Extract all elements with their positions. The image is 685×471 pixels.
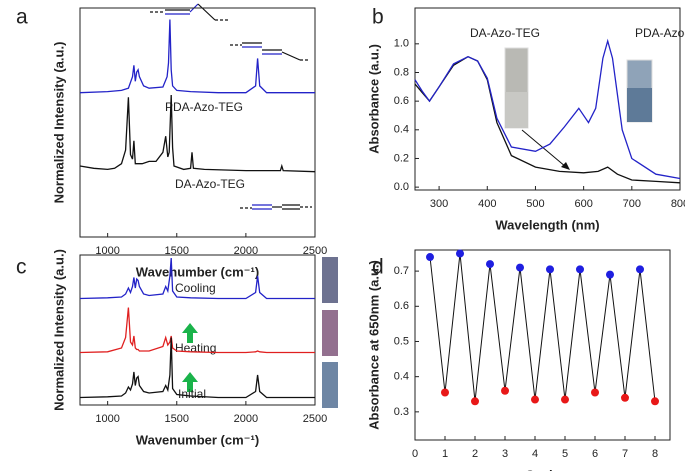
spectrum-line xyxy=(79,257,315,300)
plot-frame xyxy=(79,7,316,238)
spectrum-line xyxy=(79,19,315,94)
x-axis-label: Wavelength (nm) xyxy=(495,217,599,232)
plot-frame xyxy=(414,7,681,191)
decorations xyxy=(150,3,653,408)
x-tick-label: 2500 xyxy=(303,245,327,257)
x-tick-label: 5 xyxy=(562,448,568,460)
x-tick-label: 2000 xyxy=(234,245,258,257)
x-tick-label: 300 xyxy=(430,198,448,210)
data-point xyxy=(441,388,449,397)
data-point xyxy=(606,270,614,279)
annotation: Cooling xyxy=(175,281,216,295)
data-point xyxy=(501,386,509,395)
y-tick-label: 0.6 xyxy=(394,95,409,107)
x-tick-label: 6 xyxy=(592,448,598,460)
arrow xyxy=(521,129,567,168)
green-arrow xyxy=(182,372,198,392)
x-tick-label: 0 xyxy=(412,448,418,460)
x-axis-label: Wavenumber (cm⁻¹) xyxy=(136,432,259,447)
green-arrow xyxy=(182,323,198,343)
x-tick-label: 2500 xyxy=(303,413,327,425)
x-tick-label: 1500 xyxy=(165,413,189,425)
x-tick-label: 1000 xyxy=(95,245,119,257)
y-tick-label: 0.4 xyxy=(394,371,409,383)
annotation: PDA-Azo-TEG xyxy=(635,26,685,40)
x-axis-label: Cycle xyxy=(525,467,560,471)
data-point xyxy=(531,395,539,404)
data-point xyxy=(621,393,629,402)
plot-frame xyxy=(79,254,316,406)
panel-letter: a xyxy=(16,6,28,29)
y-axis-label: Normalized Intensity (a.u.) xyxy=(51,249,66,411)
x-tick-label: 800 xyxy=(671,198,685,210)
annotation: DA-Azo-TEG xyxy=(470,26,540,40)
cuvette-image xyxy=(505,92,528,128)
x-tick-label: 7 xyxy=(622,448,628,460)
connecting-line xyxy=(429,253,656,402)
spectrum-line xyxy=(79,307,315,354)
x-tick-label: 600 xyxy=(574,198,592,210)
panel-letter: d xyxy=(372,256,384,279)
data-point xyxy=(456,249,464,258)
x-tick-label: 1500 xyxy=(165,245,189,257)
y-tick-label: 0.6 xyxy=(394,300,409,312)
data-point xyxy=(471,397,479,406)
molecule-sketch xyxy=(150,3,312,210)
x-tick-label: 3 xyxy=(502,448,508,460)
cuvette-image xyxy=(322,257,338,303)
y-tick-label: 0.8 xyxy=(394,66,409,78)
y-axis-label: Absorbance (a.u.) xyxy=(366,44,381,154)
data-point xyxy=(576,265,584,274)
y-tick-label: 0.3 xyxy=(394,406,409,418)
data-point xyxy=(546,265,554,274)
spectrum-line xyxy=(414,38,681,180)
data-point xyxy=(651,397,659,406)
annotation: PDA-Azo-TEG xyxy=(165,100,243,114)
cuvette-image xyxy=(627,88,652,122)
y-tick-label: 0.7 xyxy=(394,265,409,277)
spectrum-line xyxy=(79,337,315,399)
x-tick-label: 500 xyxy=(526,198,544,210)
data-point xyxy=(516,263,524,272)
annotation: Heating xyxy=(175,341,216,355)
cuvette-image xyxy=(322,310,338,356)
y-tick-label: 1.0 xyxy=(394,38,409,50)
x-tick-label: 2000 xyxy=(234,413,258,425)
y-axis-label: Normalized Intensity (a.u.) xyxy=(51,42,66,204)
cuvette-image xyxy=(322,362,338,408)
data-point xyxy=(636,265,644,274)
y-tick-label: 0.4 xyxy=(394,124,409,136)
x-tick-label: 700 xyxy=(623,198,641,210)
data-point xyxy=(561,395,569,404)
arrow-head xyxy=(561,162,570,170)
x-axis-label: Wavenumber (cm⁻¹) xyxy=(136,264,259,279)
annotation: DA-Azo-TEG xyxy=(175,177,245,191)
x-tick-label: 1000 xyxy=(95,413,119,425)
data-point xyxy=(591,388,599,397)
x-tick-label: 4 xyxy=(532,448,538,460)
data-point xyxy=(426,253,434,262)
y-tick-label: 0.2 xyxy=(394,152,409,164)
x-tick-label: 2 xyxy=(472,448,478,460)
data-point xyxy=(486,260,494,269)
x-tick-label: 400 xyxy=(478,198,496,210)
x-tick-label: 1 xyxy=(442,448,448,460)
panel-letter: c xyxy=(16,256,27,279)
panel-letter: b xyxy=(372,6,384,29)
y-tick-label: 0.5 xyxy=(394,335,409,347)
spectrum-line xyxy=(79,94,316,173)
y-axis-label: Absorbance at 650nm (a.u.) xyxy=(366,260,381,430)
y-tick-label: 0.0 xyxy=(394,181,409,193)
annotation: Initial xyxy=(178,387,206,401)
x-tick-label: 8 xyxy=(652,448,658,460)
plot-frame xyxy=(414,249,671,441)
